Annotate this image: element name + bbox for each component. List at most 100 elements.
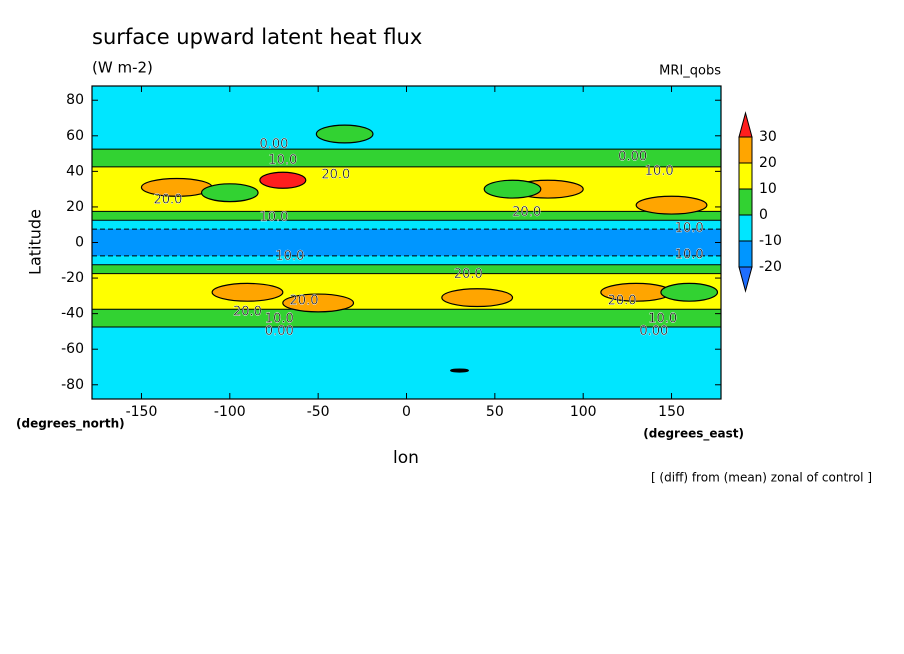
zonal-band [92,184,721,195]
y-unit-label: (degrees_north) [16,417,125,432]
zonal-band [92,371,721,381]
contour-label: 0.00 [639,324,668,339]
y-tick-label: -20 [61,270,84,286]
zonal-band [92,104,721,115]
zonal-band [92,95,721,106]
zonal-band [92,166,721,177]
zonal-band [92,344,721,355]
zonal-band [92,326,721,337]
anomaly [660,282,719,302]
colorbar-arrow [738,266,753,293]
model-label: MRI_qobs [659,64,721,79]
y-tick-label: 0 [75,235,84,251]
contour-label: 20.0 [153,192,182,207]
contour-label: 0.00 [618,150,647,165]
plot-area: 0.0010.020.020.00.0010.020.010.010.020.0… [92,86,721,399]
zonal-band [92,202,721,212]
contour-label: 0.00 [265,324,294,339]
chart-title: surface upward latent heat flux [92,25,422,49]
colorbar-label: 20 [759,155,777,171]
anomaly [450,368,469,373]
contour-label: 20.0 [608,294,637,309]
contour-label: 20.0 [233,304,262,319]
subtitle: (W m-2) [92,59,153,77]
zonal-band [92,229,721,239]
x-unit-label: (degrees_east) [643,427,744,442]
contour-label: 10.0 [275,249,304,264]
contour-label: 10.0 [268,153,297,168]
zonal-band [92,149,721,159]
anomaly [282,293,355,313]
y-tick-label: -40 [61,306,84,322]
anomaly [200,183,259,203]
zonal-band [92,211,721,221]
zonal-band [92,291,721,301]
anomaly [483,179,542,199]
y-tick-label: -80 [61,377,84,393]
contour-label: 20.0 [512,205,541,220]
contour-label: 10.0 [675,221,704,236]
x-tick-label: 150 [658,404,685,420]
contour-label: 10.0 [675,247,704,262]
anomaly [441,288,514,308]
colorbar-box [738,188,753,216]
contour-label: 20.0 [290,294,319,309]
anomaly [635,195,708,215]
contour-label: 10.0 [265,311,294,326]
y-tick-label: 60 [66,128,84,144]
x-tick-label: 50 [486,404,504,420]
zonal-band [92,309,721,319]
colorbar-label: 10 [759,181,777,197]
zonal-band [92,255,721,266]
zonal-band [92,353,721,364]
zonal-band [92,175,721,186]
x-tick-label: 100 [570,404,597,420]
anomaly [259,171,307,189]
x-tick-label: 0 [402,404,411,420]
zonal-band [92,362,721,372]
colorbar-label: -20 [759,259,782,275]
zonal-band [92,238,721,248]
zonal-band [92,380,721,390]
x-tick-label: -100 [214,404,246,420]
colorbar-label: -10 [759,233,782,249]
colorbar-box [738,162,753,190]
zonal-band [92,113,721,123]
y-axis-label: Latitude [26,209,45,275]
contour-label: 20.0 [321,167,350,182]
zonal-band [92,140,721,150]
colorbar-box [738,240,753,268]
zonal-band [92,282,721,292]
zonal-band [92,122,721,132]
footnote: [ (diff) from (mean) zonal of control ] [651,471,872,485]
contour-label: 20.0 [454,267,483,282]
x-axis-label: lon [393,448,419,468]
colorbar-arrow [738,111,753,138]
zonal-band [92,300,721,310]
contour-label: 10.0 [645,164,674,179]
y-tick-label: 40 [66,163,84,179]
zonal-band [92,246,721,257]
y-tick-label: -60 [61,341,84,357]
colorbar-label: 0 [759,207,768,223]
anomaly [211,282,284,302]
contour-label: 10.0 [260,210,289,225]
x-tick-label: -150 [126,404,158,420]
y-tick-label: 20 [66,199,84,215]
zonal-band [92,318,721,328]
colorbar-box [738,136,753,164]
zonal-band [92,264,721,275]
colorbar-box [738,214,753,242]
zonal-band [92,131,721,141]
y-tick-label: 80 [66,92,84,108]
contour-label: 0.00 [260,137,289,152]
anomaly [315,124,374,144]
zonal-band [92,158,721,168]
contour-label: 10.0 [648,311,677,326]
colorbar-label: 30 [759,129,777,145]
x-tick-label: -50 [307,404,330,420]
zonal-band [92,335,721,346]
zonal-band [92,273,721,284]
zonal-band [92,220,721,230]
